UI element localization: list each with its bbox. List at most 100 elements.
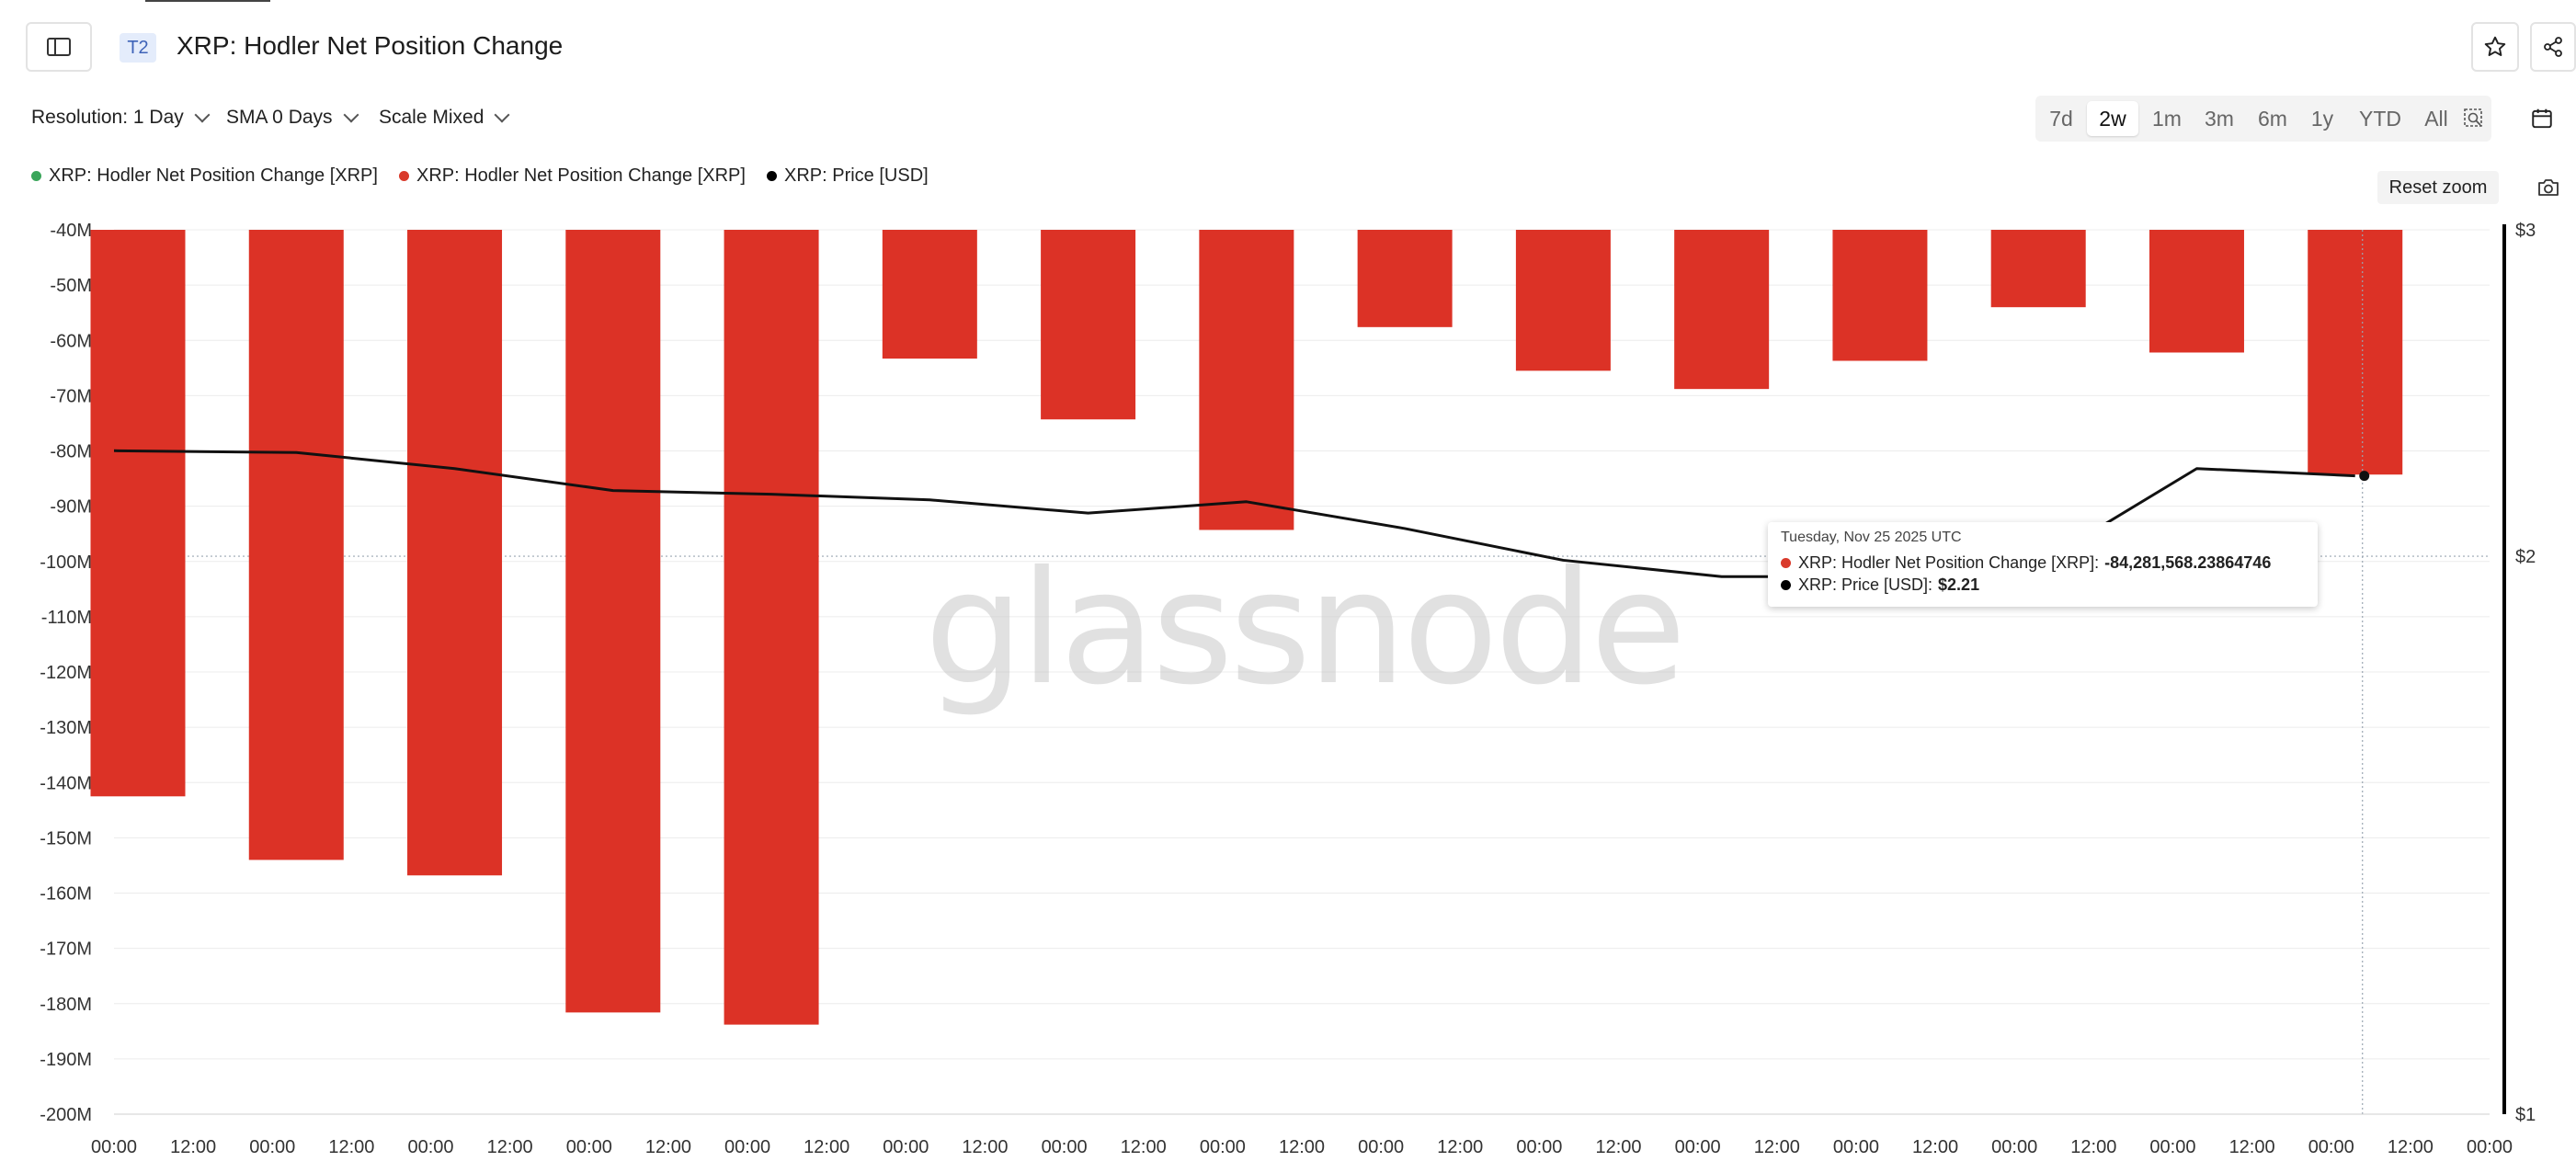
x-tick-label: 00:00	[2467, 1137, 2513, 1157]
x-tick-label: 00:00	[566, 1137, 612, 1157]
x-tick-label: 12:00	[170, 1137, 216, 1157]
x-tick-label: 12:00	[1279, 1137, 1325, 1157]
y-right-tick-label: $3	[2515, 221, 2536, 241]
calendar-button[interactable]	[2519, 96, 2565, 142]
y-tick-label: -60M	[50, 331, 92, 351]
bar	[2149, 230, 2244, 353]
legend-dot	[399, 171, 409, 181]
bar	[1357, 230, 1453, 327]
x-tick-label: 12:00	[1912, 1137, 1958, 1157]
x-tick-label: 00:00	[91, 1137, 137, 1157]
tooltip-label: XRP: Price [USD]:	[1798, 575, 1933, 594]
sidebar-icon	[47, 38, 71, 56]
x-tick-label: 12:00	[1596, 1137, 1642, 1157]
y-tick-label: -190M	[40, 1050, 92, 1070]
range-2w-button[interactable]: 2w	[2087, 101, 2138, 136]
active-tab-indicator	[145, 0, 270, 2]
x-tick-label: 00:00	[408, 1137, 454, 1157]
bar	[248, 230, 344, 860]
bar	[1041, 230, 1136, 420]
calendar-icon	[2532, 108, 2552, 129]
bar	[1990, 230, 2086, 308]
y-tick-label: -80M	[50, 442, 92, 462]
y-tick-label: -150M	[40, 828, 92, 848]
range-6m-button[interactable]: 6m	[2258, 106, 2287, 131]
sidebar-toggle-button[interactable]	[26, 22, 92, 72]
star-icon	[2484, 36, 2506, 56]
share-button[interactable]	[2530, 22, 2576, 72]
tooltip-label: XRP: Hodler Net Position Change [XRP]:	[1798, 553, 2100, 572]
scale-dropdown[interactable]: Scale Mixed	[379, 107, 510, 129]
tooltip-date: Tuesday, Nov 25 2025 UTC	[1781, 530, 1962, 545]
x-tick-label: 00:00	[1675, 1137, 1721, 1157]
y-tick-label: -110M	[41, 608, 92, 628]
x-tick-label: 12:00	[487, 1137, 533, 1157]
bar	[1832, 230, 1928, 361]
x-tick-label: 00:00	[249, 1137, 295, 1157]
x-tick-label: 12:00	[328, 1137, 374, 1157]
range-1m-button[interactable]: 1m	[2152, 106, 2182, 131]
x-tick-label: 12:00	[2070, 1137, 2116, 1157]
y-tick-label: -140M	[40, 773, 92, 793]
tooltip-value: $2.21	[1938, 575, 1980, 594]
x-tick-label: 12:00	[645, 1137, 691, 1157]
legend-dot	[31, 171, 41, 181]
x-tick-label: 12:00	[2229, 1137, 2275, 1157]
y-tick-label: -100M	[40, 552, 92, 573]
zoom-select-icon	[2464, 108, 2482, 127]
bar	[1199, 230, 1294, 530]
screenshot-button[interactable]	[2530, 173, 2567, 202]
y-tick-label: -170M	[40, 940, 92, 960]
resolution-dropdown[interactable]: Resolution: 1 Day	[31, 107, 211, 129]
legend-label: XRP: Hodler Net Position Change [XRP]	[416, 165, 746, 186]
legend-dot	[767, 171, 777, 181]
x-tick-label: 00:00	[1358, 1137, 1404, 1157]
bar	[724, 230, 819, 1025]
x-tick-label: 00:00	[1200, 1137, 1246, 1157]
range-ytd-button[interactable]: YTD	[2359, 106, 2401, 131]
x-tick-label: 12:00	[804, 1137, 849, 1157]
camera-icon	[2538, 179, 2559, 196]
y-tick-label: -90M	[50, 497, 92, 518]
bar	[565, 230, 661, 1013]
tier-badge: T2	[120, 33, 156, 63]
chart-tooltip: Tuesday, Nov 25 2025 UTC XRP: Hodler Net…	[1768, 522, 2318, 607]
x-tick-label: 00:00	[883, 1137, 929, 1157]
reset-zoom-button[interactable]: Reset zoom	[2377, 171, 2499, 204]
x-tick-label: 12:00	[962, 1137, 1008, 1157]
resolution-label: Resolution: 1 Day	[31, 107, 184, 128]
x-tick-label: 00:00	[1833, 1137, 1879, 1157]
legend-label: XRP: Hodler Net Position Change [XRP]	[49, 165, 378, 186]
top-bar: T2 XRP: Hodler Net Position Change	[0, 0, 2576, 96]
tooltip-value: -84,281,568.23864746	[2104, 553, 2272, 572]
y-tick-label: -180M	[40, 995, 92, 1015]
x-tick-label: 00:00	[1991, 1137, 2037, 1157]
sma-dropdown[interactable]: SMA 0 Days	[226, 107, 359, 129]
y-tick-label: -40M	[50, 221, 92, 241]
x-tick-label: 00:00	[2308, 1137, 2354, 1157]
tooltip-dot	[1781, 580, 1791, 590]
x-tick-label: 00:00	[2149, 1137, 2195, 1157]
legend-item[interactable]: XRP: Hodler Net Position Change [XRP]	[31, 165, 378, 187]
range-1y-button[interactable]: 1y	[2310, 106, 2334, 131]
bar	[2308, 230, 2403, 475]
bar	[407, 230, 503, 876]
favorite-button[interactable]	[2471, 22, 2519, 72]
zoom-select-button[interactable]	[2458, 101, 2490, 136]
share-icon	[2544, 37, 2562, 57]
legend-item[interactable]: XRP: Price [USD]	[767, 165, 929, 187]
tooltip-row: XRP: Hodler Net Position Change [XRP]: -…	[1781, 553, 2271, 573]
y-tick-label: -50M	[50, 276, 92, 296]
x-tick-label: 12:00	[1121, 1137, 1167, 1157]
bar	[1515, 230, 1611, 371]
range-3m-button[interactable]: 3m	[2205, 106, 2234, 131]
time-range-selector: 7d 2w 1m 3m 6m 1y YTD All	[2035, 96, 2491, 142]
legend-item[interactable]: XRP: Hodler Net Position Change [XRP]	[399, 165, 746, 187]
bar	[90, 230, 186, 797]
range-7d-button[interactable]: 7d	[2049, 106, 2073, 131]
x-tick-label: 00:00	[724, 1137, 770, 1157]
range-all-button[interactable]: All	[2424, 106, 2448, 131]
page-title: XRP: Hodler Net Position Change	[177, 31, 564, 60]
x-tick-label: 12:00	[2388, 1137, 2434, 1157]
